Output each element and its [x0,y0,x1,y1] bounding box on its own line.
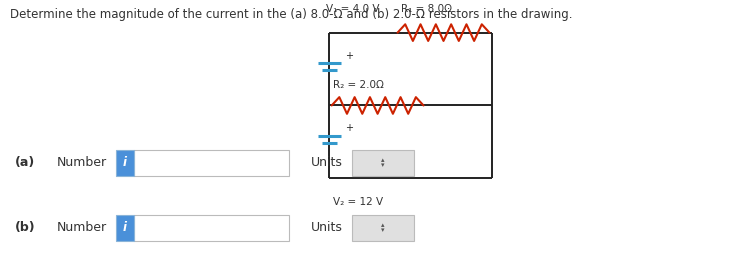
Text: +: + [345,123,353,133]
Text: R₁ = 8.0Ω: R₁ = 8.0Ω [401,4,452,14]
Text: Units: Units [311,221,343,234]
FancyBboxPatch shape [134,215,289,241]
Text: V₂ = 12 V: V₂ = 12 V [333,196,383,206]
Text: R₂ = 2.0Ω: R₂ = 2.0Ω [333,80,384,90]
Text: (a): (a) [15,156,35,169]
Text: V₁ = 4.0 V: V₁ = 4.0 V [326,4,380,14]
FancyBboxPatch shape [352,215,414,241]
Text: ▴: ▴ [381,157,385,163]
Text: Units: Units [311,156,343,169]
Text: Number: Number [57,221,107,234]
FancyBboxPatch shape [134,150,289,176]
Text: i: i [123,156,127,169]
Text: (b): (b) [15,221,36,234]
FancyBboxPatch shape [115,215,134,241]
Text: Number: Number [57,156,107,169]
Text: i: i [123,221,127,234]
Text: ▴: ▴ [381,222,385,228]
Text: Determine the magnitude of the current in the (a) 8.0-Ω and (b) 2.0-Ω resistors : Determine the magnitude of the current i… [10,8,573,21]
FancyBboxPatch shape [115,150,134,176]
Text: ▾: ▾ [381,162,385,168]
Text: ▾: ▾ [381,227,385,233]
Text: +: + [345,50,353,60]
FancyBboxPatch shape [352,150,414,176]
